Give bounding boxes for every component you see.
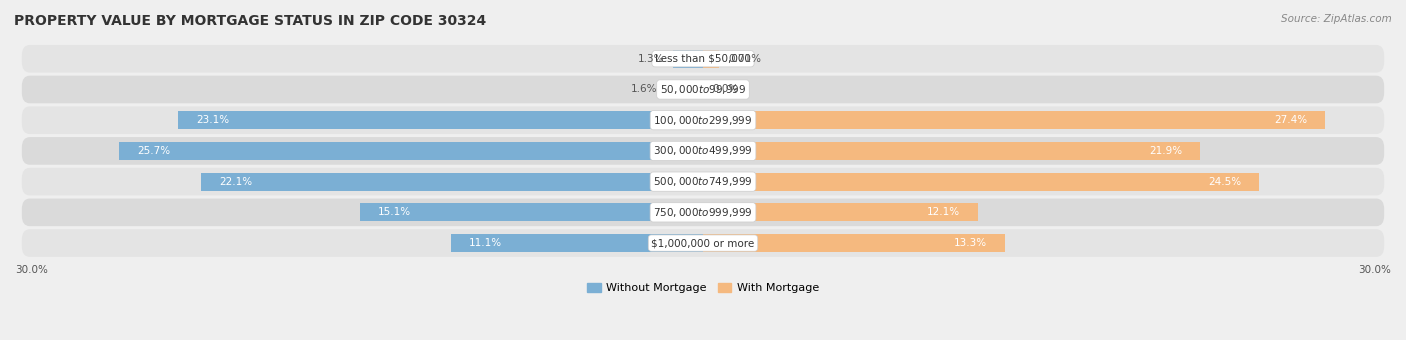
Text: 0.71%: 0.71% xyxy=(728,54,761,64)
Legend: Without Mortgage, With Mortgage: Without Mortgage, With Mortgage xyxy=(582,278,824,298)
Text: 0.0%: 0.0% xyxy=(711,84,738,95)
Bar xyxy=(120,142,703,160)
FancyBboxPatch shape xyxy=(22,168,1384,196)
FancyBboxPatch shape xyxy=(22,199,1384,226)
Text: 11.1%: 11.1% xyxy=(470,238,502,248)
FancyBboxPatch shape xyxy=(22,76,1384,103)
Text: $500,000 to $749,999: $500,000 to $749,999 xyxy=(654,175,752,188)
Text: Source: ZipAtlas.com: Source: ZipAtlas.com xyxy=(1281,14,1392,23)
Text: PROPERTY VALUE BY MORTGAGE STATUS IN ZIP CODE 30324: PROPERTY VALUE BY MORTGAGE STATUS IN ZIP… xyxy=(14,14,486,28)
Text: 1.3%: 1.3% xyxy=(638,54,665,64)
Bar xyxy=(703,203,977,221)
FancyBboxPatch shape xyxy=(22,229,1384,257)
Text: 15.1%: 15.1% xyxy=(378,207,412,217)
Text: Less than $50,000: Less than $50,000 xyxy=(655,54,751,64)
Text: $50,000 to $99,999: $50,000 to $99,999 xyxy=(659,83,747,96)
Text: 23.1%: 23.1% xyxy=(197,115,229,125)
Text: 12.1%: 12.1% xyxy=(927,207,959,217)
Text: 22.1%: 22.1% xyxy=(219,177,253,187)
Text: 13.3%: 13.3% xyxy=(953,238,987,248)
Bar xyxy=(666,81,703,98)
Bar xyxy=(360,203,703,221)
Bar xyxy=(673,50,703,68)
Text: $1,000,000 or more: $1,000,000 or more xyxy=(651,238,755,248)
Text: 25.7%: 25.7% xyxy=(138,146,170,156)
Text: 1.6%: 1.6% xyxy=(631,84,658,95)
Bar xyxy=(703,111,1324,129)
FancyBboxPatch shape xyxy=(22,137,1384,165)
Text: $100,000 to $299,999: $100,000 to $299,999 xyxy=(654,114,752,127)
Bar xyxy=(451,234,703,252)
Text: 24.5%: 24.5% xyxy=(1208,177,1241,187)
Text: $300,000 to $499,999: $300,000 to $499,999 xyxy=(654,144,752,157)
Text: 30.0%: 30.0% xyxy=(1358,265,1391,275)
FancyBboxPatch shape xyxy=(22,45,1384,72)
Text: 27.4%: 27.4% xyxy=(1274,115,1308,125)
Bar xyxy=(179,111,703,129)
Text: 21.9%: 21.9% xyxy=(1149,146,1182,156)
Bar xyxy=(703,173,1260,190)
FancyBboxPatch shape xyxy=(22,106,1384,134)
Bar xyxy=(201,173,703,190)
Bar xyxy=(703,234,1005,252)
Text: $750,000 to $999,999: $750,000 to $999,999 xyxy=(654,206,752,219)
Text: 30.0%: 30.0% xyxy=(15,265,48,275)
Bar xyxy=(703,142,1201,160)
Bar xyxy=(703,50,718,68)
